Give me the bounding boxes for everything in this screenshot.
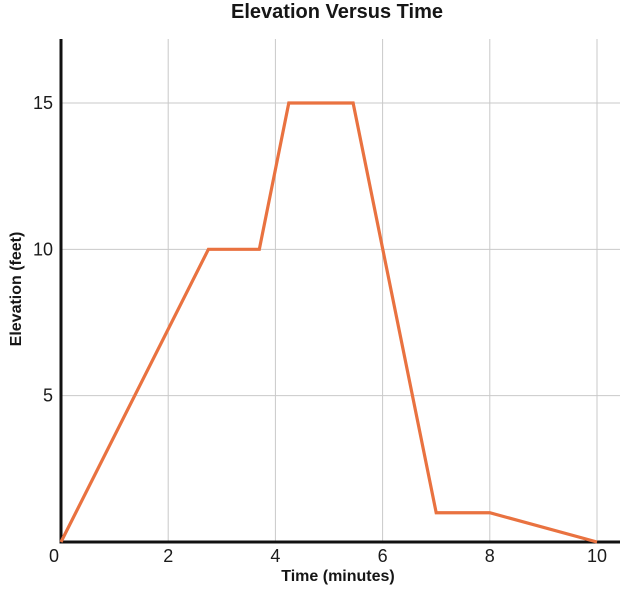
y-tick-label: 10 — [33, 239, 53, 259]
y-tick-label: 15 — [33, 93, 53, 113]
x-tick-label: 8 — [485, 546, 495, 566]
x-tick-label: 10 — [587, 546, 607, 566]
y-tick-label: 5 — [43, 386, 53, 406]
x-tick-label: 2 — [163, 546, 173, 566]
x-tick-label: 4 — [270, 546, 280, 566]
chart-title: Elevation Versus Time — [231, 1, 443, 23]
elevation-series-line — [59, 101, 598, 544]
x-tick-label: 6 — [378, 546, 388, 566]
x-axis-label: Time (minutes) — [281, 568, 395, 585]
x-tick-label: 0 — [49, 546, 59, 566]
